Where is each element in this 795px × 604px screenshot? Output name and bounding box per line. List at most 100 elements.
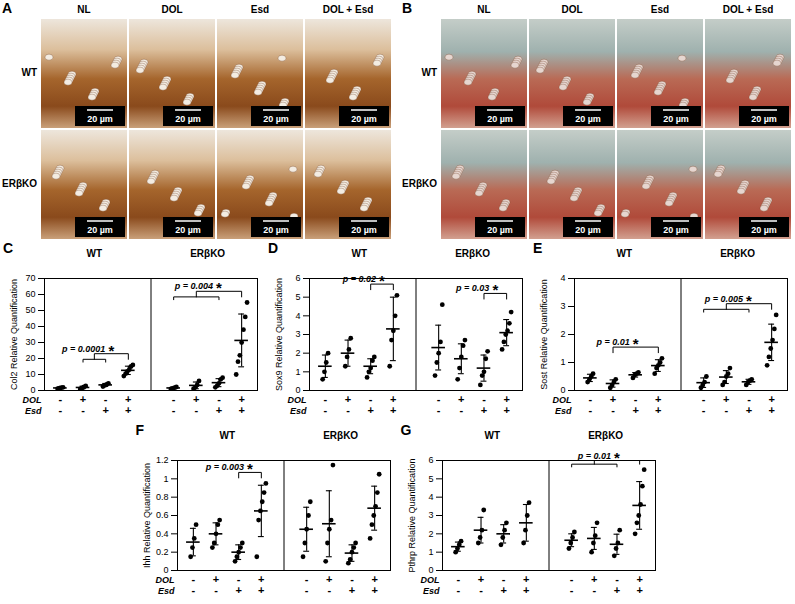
svg-text:DOL: DOL — [561, 4, 582, 15]
svg-text:1: 1 — [428, 547, 433, 557]
svg-text:20 µm: 20 µm — [575, 225, 601, 235]
svg-text:2: 2 — [560, 329, 565, 339]
svg-text:5: 5 — [428, 474, 433, 484]
svg-text:Col2 Relative Quantification: Col2 Relative Quantification — [9, 279, 19, 390]
svg-text:DOL: DOL — [553, 395, 572, 405]
svg-text:Esd: Esd — [422, 586, 439, 596]
svg-text:20 µm: 20 µm — [175, 114, 201, 124]
svg-text:40: 40 — [25, 321, 35, 331]
svg-text:20 µm: 20 µm — [487, 225, 513, 235]
svg-text:WT: WT — [617, 248, 633, 259]
svg-text:0.4: 0.4 — [155, 529, 168, 539]
svg-text:-: - — [346, 404, 350, 416]
svg-text:+: + — [235, 584, 241, 596]
svg-text:1: 1 — [163, 474, 168, 484]
svg-text:6: 6 — [295, 273, 300, 283]
svg-text:p = 0.03: p = 0.03 — [455, 283, 489, 293]
svg-text:20 µm: 20 µm — [87, 225, 113, 235]
svg-text:DOL: DOL — [23, 395, 42, 405]
svg-text:20 µm: 20 µm — [663, 114, 689, 124]
svg-text:+: + — [258, 584, 264, 596]
svg-text:+: + — [216, 404, 222, 416]
svg-text:ERβKO: ERβKO — [190, 248, 225, 259]
svg-text:1: 1 — [560, 357, 565, 367]
svg-text:-: - — [327, 584, 331, 596]
svg-text:+: + — [768, 404, 774, 416]
svg-text:20 µm: 20 µm — [351, 114, 377, 124]
svg-text:+: + — [238, 404, 244, 416]
svg-text:NL: NL — [77, 4, 90, 15]
svg-text:ERβKO: ERβKO — [2, 178, 37, 189]
svg-text:*: * — [379, 272, 385, 289]
svg-text:20: 20 — [25, 353, 35, 363]
svg-text:20 µm: 20 µm — [575, 114, 601, 124]
svg-text:+: + — [613, 584, 619, 596]
svg-text:1: 1 — [295, 367, 300, 377]
svg-text:2: 2 — [295, 348, 300, 358]
svg-text:-: - — [59, 404, 63, 416]
svg-text:+: + — [481, 404, 487, 416]
svg-text:Esd: Esd — [290, 406, 307, 416]
svg-text:DOL + Esd: DOL + Esd — [723, 4, 774, 15]
svg-text:-: - — [191, 584, 195, 596]
svg-text:20 µm: 20 µm — [487, 114, 513, 124]
svg-text:1.2: 1.2 — [155, 455, 168, 465]
svg-text:50: 50 — [25, 305, 35, 315]
svg-text:ERβKO: ERβKO — [588, 430, 623, 441]
svg-text:+: + — [500, 584, 506, 596]
svg-text:+: + — [523, 584, 529, 596]
svg-text:0.8: 0.8 — [155, 492, 168, 502]
svg-text:Esd: Esd — [25, 406, 42, 416]
svg-text:20 µm: 20 µm — [175, 225, 201, 235]
svg-text:p = 0.0001: p = 0.0001 — [61, 344, 105, 354]
svg-text:+: + — [655, 404, 661, 416]
svg-text:30: 30 — [25, 337, 35, 347]
svg-text:20 µm: 20 µm — [751, 114, 777, 124]
svg-text:p = 0.005: p = 0.005 — [704, 294, 744, 304]
svg-text:-: - — [324, 404, 328, 416]
svg-text:-: - — [81, 404, 85, 416]
svg-text:B: B — [402, 0, 412, 16]
svg-text:20 µm: 20 µm — [87, 114, 113, 124]
svg-text:5: 5 — [295, 292, 300, 302]
svg-text:+: + — [636, 584, 642, 596]
svg-text:+: + — [102, 404, 108, 416]
svg-text:20 µm: 20 µm — [751, 225, 777, 235]
svg-text:+: + — [632, 404, 638, 416]
svg-text:DOL + Esd: DOL + Esd — [323, 4, 374, 15]
svg-text:*: * — [746, 292, 752, 309]
svg-text:Ihh Relative Quantification: Ihh Relative Quantification — [141, 463, 151, 568]
svg-text:WT: WT — [87, 248, 103, 259]
svg-text:+: + — [746, 404, 752, 416]
svg-text:4: 4 — [560, 273, 565, 283]
svg-text:+: + — [371, 584, 377, 596]
svg-text:WT: WT — [21, 67, 37, 78]
svg-text:3: 3 — [560, 301, 565, 311]
svg-text:+: + — [125, 404, 131, 416]
svg-text:-: - — [304, 584, 308, 596]
svg-text:2: 2 — [428, 529, 433, 539]
svg-text:+: + — [348, 584, 354, 596]
svg-text:-: - — [437, 404, 441, 416]
svg-text:-: - — [569, 584, 573, 596]
svg-text:ERβKO: ERβKO — [323, 430, 358, 441]
svg-text:WT: WT — [219, 430, 235, 441]
svg-text:Esd: Esd — [157, 586, 174, 596]
svg-text:-: - — [589, 404, 593, 416]
svg-text:*: * — [492, 281, 498, 298]
svg-text:+: + — [390, 404, 396, 416]
svg-text:p = 0.004: p = 0.004 — [174, 281, 213, 291]
svg-text:0.2: 0.2 — [155, 547, 168, 557]
svg-text:4: 4 — [295, 311, 300, 321]
svg-text:-: - — [459, 404, 463, 416]
svg-text:Pthrp Relative Quantification: Pthrp Relative Quantification — [406, 458, 416, 572]
svg-text:p = 0.02: p = 0.02 — [342, 274, 376, 284]
svg-text:Sost Relative Quantification: Sost Relative Quantification — [539, 279, 549, 390]
svg-text:DOL: DOL — [155, 575, 174, 585]
svg-text:70: 70 — [25, 273, 35, 283]
svg-text:Esd: Esd — [251, 4, 269, 15]
svg-text:-: - — [214, 584, 218, 596]
svg-text:3: 3 — [428, 510, 433, 520]
svg-text:WT: WT — [484, 430, 500, 441]
svg-text:p = 0.003: p = 0.003 — [204, 462, 243, 472]
